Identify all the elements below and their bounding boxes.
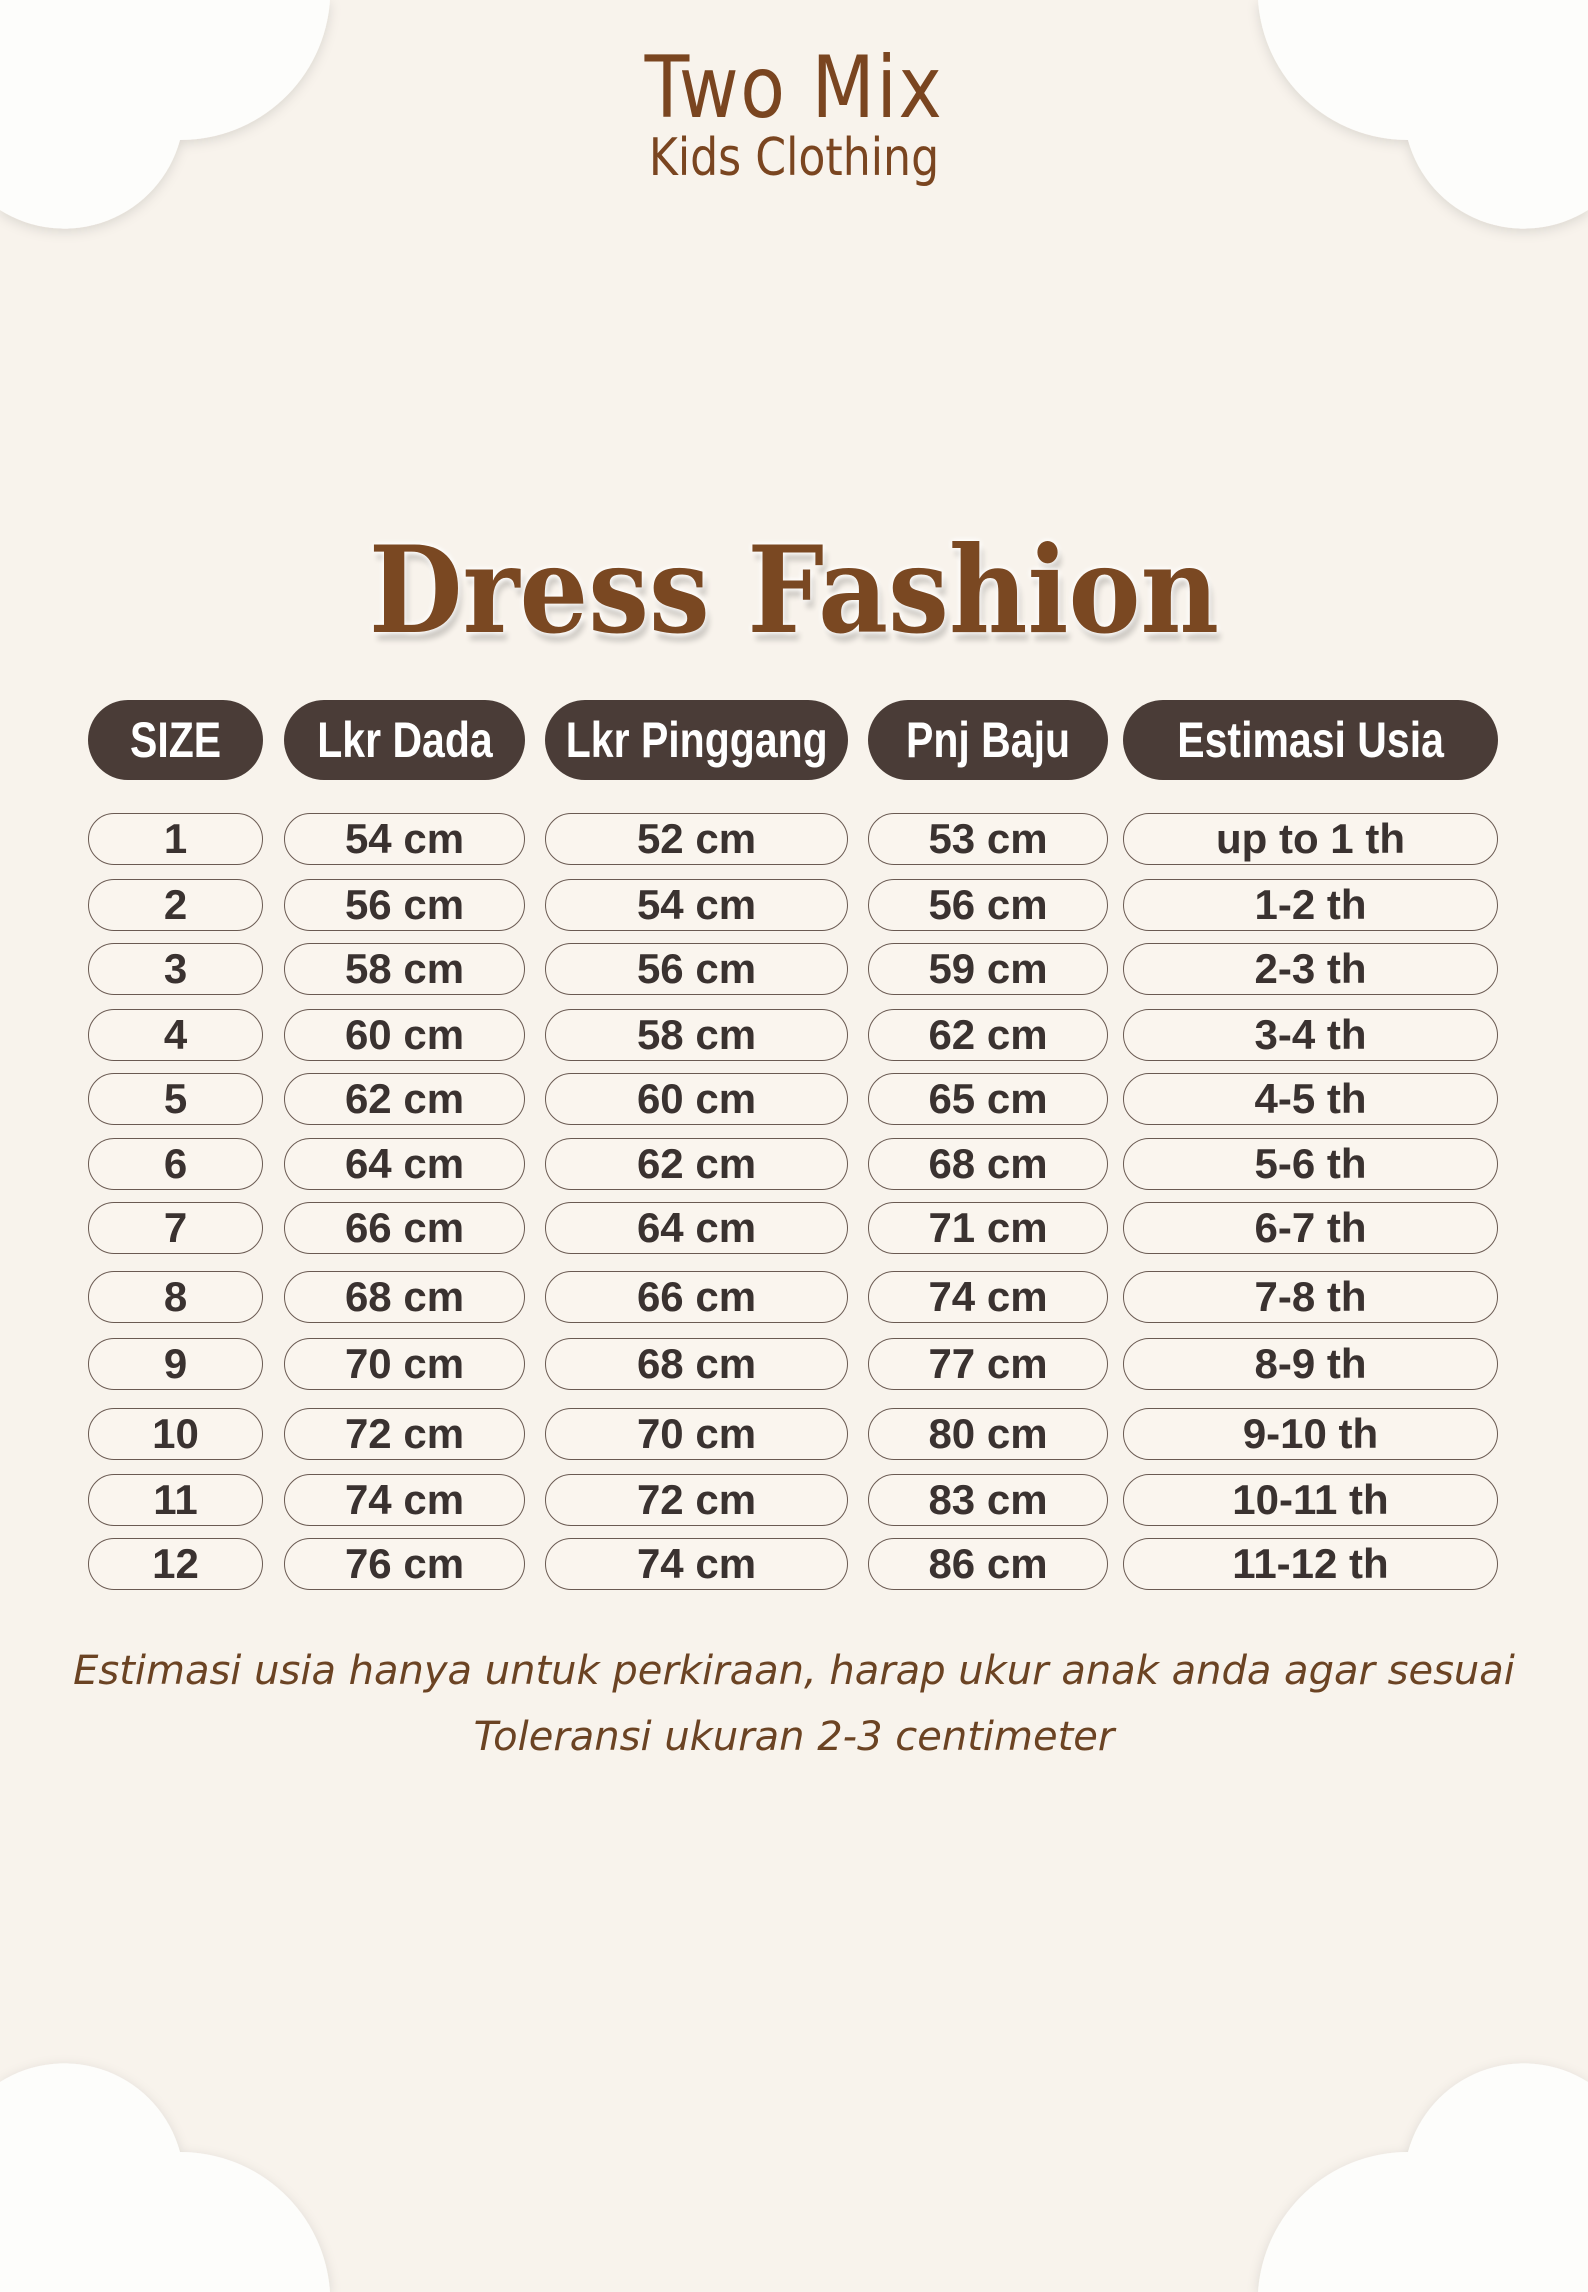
cell-lkr-dada: 56 cm (284, 879, 525, 931)
cloud-bottom-left (0, 2063, 330, 2292)
cloud-top-left (0, 0, 330, 229)
cell-pnj-baju: 77 cm (868, 1338, 1108, 1390)
cell-lkr-dada: 66 cm (284, 1202, 525, 1254)
cell-size: 3 (88, 943, 263, 995)
cell-pnj-baju: 86 cm (868, 1538, 1108, 1590)
cell-size: 10 (88, 1408, 263, 1460)
header-estimasi-usia: Estimasi Usia (1123, 700, 1498, 780)
cell-lkr-dada: 72 cm (284, 1408, 525, 1460)
header-lkr-dada: Lkr Dada (284, 700, 525, 780)
cell-size: 7 (88, 1202, 263, 1254)
note-age-estimate: Estimasi usia hanya untuk perkiraan, har… (73, 1648, 1515, 1694)
cell-size: 6 (88, 1138, 263, 1190)
cell-estimasi-usia: 10-11 th (1123, 1474, 1498, 1526)
cell-size: 9 (88, 1338, 263, 1390)
cell-pnj-baju: 83 cm (868, 1474, 1108, 1526)
cell-lkr-pinggang: 56 cm (545, 943, 848, 995)
cell-estimasi-usia: 2-3 th (1123, 943, 1498, 995)
cell-lkr-pinggang: 74 cm (545, 1538, 848, 1590)
brand-tagline: Kids Clothing (648, 128, 940, 188)
cell-estimasi-usia: 6-7 th (1123, 1202, 1498, 1254)
cell-lkr-dada: 54 cm (284, 813, 525, 865)
cell-lkr-pinggang: 58 cm (545, 1009, 848, 1061)
header-pnj-baju: Pnj Baju (868, 700, 1108, 780)
cell-pnj-baju: 68 cm (868, 1138, 1108, 1190)
cell-pnj-baju: 80 cm (868, 1408, 1108, 1460)
cell-lkr-pinggang: 54 cm (545, 879, 848, 931)
cell-estimasi-usia: 3-4 th (1123, 1009, 1498, 1061)
cell-size: 5 (88, 1073, 263, 1125)
cell-lkr-dada: 68 cm (284, 1271, 525, 1323)
cell-pnj-baju: 53 cm (868, 813, 1108, 865)
cell-lkr-dada: 58 cm (284, 943, 525, 995)
cell-pnj-baju: 71 cm (868, 1202, 1108, 1254)
cell-lkr-dada: 62 cm (284, 1073, 525, 1125)
cell-size: 2 (88, 879, 263, 931)
cell-lkr-dada: 74 cm (284, 1474, 525, 1526)
cloud-top-right (1258, 0, 1588, 229)
header-lkr-pinggang: Lkr Pinggang (545, 700, 848, 780)
cell-pnj-baju: 62 cm (868, 1009, 1108, 1061)
cell-lkr-pinggang: 64 cm (545, 1202, 848, 1254)
cell-pnj-baju: 65 cm (868, 1073, 1108, 1125)
cell-lkr-dada: 60 cm (284, 1009, 525, 1061)
cell-size: 8 (88, 1271, 263, 1323)
cell-lkr-pinggang: 68 cm (545, 1338, 848, 1390)
note-tolerance: Toleransi ukuran 2-3 centimeter (473, 1714, 1115, 1760)
cell-estimasi-usia: 8-9 th (1123, 1338, 1498, 1390)
cell-estimasi-usia: 9-10 th (1123, 1408, 1498, 1460)
cell-estimasi-usia: up to 1 th (1123, 813, 1498, 865)
cell-lkr-dada: 70 cm (284, 1338, 525, 1390)
cell-pnj-baju: 56 cm (868, 879, 1108, 931)
cell-lkr-pinggang: 70 cm (545, 1408, 848, 1460)
cell-size: 12 (88, 1538, 263, 1590)
cell-lkr-pinggang: 62 cm (545, 1138, 848, 1190)
cell-pnj-baju: 59 cm (868, 943, 1108, 995)
cell-pnj-baju: 74 cm (868, 1271, 1108, 1323)
cell-estimasi-usia: 5-6 th (1123, 1138, 1498, 1190)
cloud-bottom-right (1258, 2063, 1588, 2292)
cell-size: 11 (88, 1474, 263, 1526)
cell-lkr-pinggang: 52 cm (545, 813, 848, 865)
cell-size: 4 (88, 1009, 263, 1061)
cell-estimasi-usia: 1-2 th (1123, 879, 1498, 931)
cell-lkr-pinggang: 72 cm (545, 1474, 848, 1526)
cell-estimasi-usia: 7-8 th (1123, 1271, 1498, 1323)
page-title: Dress Fashion (368, 520, 1220, 661)
cell-estimasi-usia: 11-12 th (1123, 1538, 1498, 1590)
cell-lkr-pinggang: 60 cm (545, 1073, 848, 1125)
cell-lkr-dada: 64 cm (284, 1138, 525, 1190)
cell-estimasi-usia: 4-5 th (1123, 1073, 1498, 1125)
brand-name: Two Mix (644, 38, 944, 138)
cell-lkr-pinggang: 66 cm (545, 1271, 848, 1323)
cell-lkr-dada: 76 cm (284, 1538, 525, 1590)
cell-size: 1 (88, 813, 263, 865)
header-size: SIZE (88, 700, 263, 780)
